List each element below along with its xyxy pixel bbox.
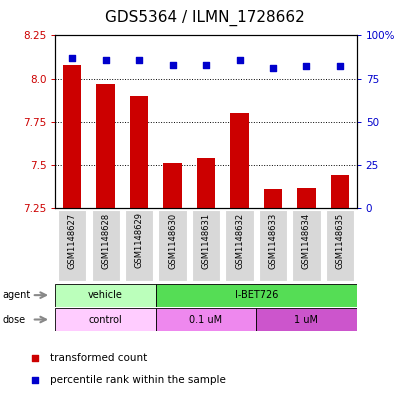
Text: GSM1148635: GSM1148635 bbox=[335, 212, 344, 268]
FancyBboxPatch shape bbox=[91, 210, 119, 281]
Text: GSM1148627: GSM1148627 bbox=[67, 212, 76, 268]
Text: agent: agent bbox=[2, 290, 30, 300]
Bar bbox=[130, 96, 148, 208]
Bar bbox=[297, 187, 315, 208]
FancyBboxPatch shape bbox=[191, 210, 220, 281]
Point bbox=[102, 57, 109, 63]
FancyBboxPatch shape bbox=[325, 210, 353, 281]
Text: GSM1148634: GSM1148634 bbox=[301, 212, 310, 268]
Text: GSM1148629: GSM1148629 bbox=[134, 212, 143, 268]
FancyBboxPatch shape bbox=[155, 284, 356, 307]
Point bbox=[302, 63, 309, 70]
Point bbox=[336, 63, 342, 70]
Bar bbox=[63, 65, 81, 208]
FancyBboxPatch shape bbox=[58, 210, 86, 281]
Bar bbox=[96, 84, 115, 208]
FancyBboxPatch shape bbox=[55, 308, 155, 331]
Bar bbox=[230, 113, 248, 208]
Text: GSM1148630: GSM1148630 bbox=[168, 212, 177, 268]
FancyBboxPatch shape bbox=[256, 308, 356, 331]
Point bbox=[372, 81, 379, 88]
Text: I-BET726: I-BET726 bbox=[234, 290, 277, 300]
Text: 1 uM: 1 uM bbox=[294, 314, 318, 325]
Point bbox=[372, 286, 379, 292]
FancyBboxPatch shape bbox=[125, 210, 153, 281]
Text: GSM1148633: GSM1148633 bbox=[268, 212, 277, 269]
Bar bbox=[163, 163, 181, 208]
Bar bbox=[263, 189, 281, 208]
Bar bbox=[330, 175, 348, 208]
FancyBboxPatch shape bbox=[55, 284, 155, 307]
Text: control: control bbox=[88, 314, 122, 325]
Point bbox=[69, 55, 75, 61]
Text: dose: dose bbox=[2, 314, 25, 325]
Text: transformed count: transformed count bbox=[50, 353, 147, 363]
FancyBboxPatch shape bbox=[158, 210, 186, 281]
FancyBboxPatch shape bbox=[292, 210, 320, 281]
Text: 0.1 uM: 0.1 uM bbox=[189, 314, 222, 325]
Point bbox=[236, 57, 242, 63]
Text: GSM1148628: GSM1148628 bbox=[101, 212, 110, 268]
Point bbox=[269, 65, 276, 72]
Text: percentile rank within the sample: percentile rank within the sample bbox=[50, 375, 226, 386]
Point bbox=[135, 57, 142, 63]
Point bbox=[202, 62, 209, 68]
Text: GDS5364 / ILMN_1728662: GDS5364 / ILMN_1728662 bbox=[105, 10, 304, 26]
FancyBboxPatch shape bbox=[155, 308, 256, 331]
Bar bbox=[196, 158, 215, 208]
Point bbox=[169, 62, 175, 68]
Text: vehicle: vehicle bbox=[88, 290, 123, 300]
FancyBboxPatch shape bbox=[258, 210, 286, 281]
Text: GSM1148631: GSM1148631 bbox=[201, 212, 210, 268]
Text: GSM1148632: GSM1148632 bbox=[234, 212, 243, 268]
FancyBboxPatch shape bbox=[225, 210, 253, 281]
